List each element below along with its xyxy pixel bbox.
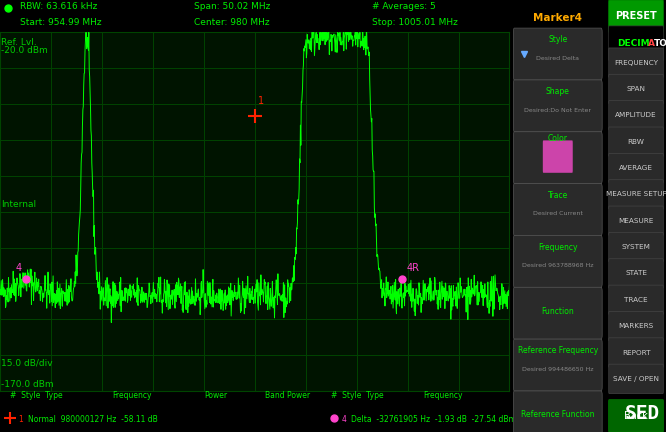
Text: 1: 1 [258,96,264,106]
Text: Normal  980000127 Hz  -58.11 dB: Normal 980000127 Hz -58.11 dB [28,415,158,424]
Text: TOR: TOR [654,39,666,48]
Text: #  Style  Type: # Style Type [331,391,384,400]
Text: Desired 963788968 Hz: Desired 963788968 Hz [522,263,593,268]
FancyBboxPatch shape [609,74,663,104]
Text: AVERAGE: AVERAGE [619,165,653,171]
Text: Delta  -32761905 Hz  -1.93 dB  -27.54 dBm: Delta -32761905 Hz -1.93 dB -27.54 dBm [350,415,515,424]
FancyBboxPatch shape [609,364,663,394]
Text: Desired:Do Not Enter: Desired:Do Not Enter [524,108,591,113]
Text: Band Power: Band Power [265,391,310,400]
Text: Back: Back [624,411,648,421]
Text: A: A [648,39,655,48]
Text: SAVE / OPEN: SAVE / OPEN [613,376,659,382]
Text: Style: Style [548,35,567,44]
FancyBboxPatch shape [609,285,663,314]
Text: 1: 1 [18,415,23,424]
Text: PRESET: PRESET [615,11,657,22]
Text: #  Style  Type: # Style Type [10,391,63,400]
FancyBboxPatch shape [609,101,663,130]
FancyBboxPatch shape [609,180,663,209]
Text: Internal: Internal [1,200,36,210]
FancyBboxPatch shape [513,80,602,132]
FancyBboxPatch shape [609,311,663,341]
FancyBboxPatch shape [609,48,663,77]
Text: Desired 994486650 Hz: Desired 994486650 Hz [522,367,593,372]
Text: SYSTEM: SYSTEM [621,244,651,250]
FancyBboxPatch shape [609,232,663,262]
Text: Start: 954.99 MHz: Start: 954.99 MHz [21,18,102,27]
FancyBboxPatch shape [513,339,602,391]
FancyBboxPatch shape [513,132,602,184]
Text: Shape: Shape [546,87,569,96]
Text: 4: 4 [15,264,21,273]
Text: Function: Function [541,307,574,315]
FancyBboxPatch shape [543,140,573,173]
Text: Span: 50.02 MHz: Span: 50.02 MHz [194,2,270,11]
Text: STATE: STATE [625,270,647,276]
Text: Desired Delta: Desired Delta [536,56,579,61]
Text: SED: SED [625,404,660,423]
FancyBboxPatch shape [609,0,663,32]
FancyBboxPatch shape [609,153,663,183]
Text: REPORT: REPORT [622,349,650,356]
Text: MARKERS: MARKERS [619,323,653,329]
Text: RBW: 63.616 kHz: RBW: 63.616 kHz [21,2,98,11]
Text: TRACE: TRACE [624,297,648,303]
Text: Frequency: Frequency [538,243,577,251]
Text: Power: Power [204,391,227,400]
Text: # Averages: 5: # Averages: 5 [372,2,436,11]
FancyBboxPatch shape [609,206,663,235]
FancyBboxPatch shape [609,400,663,432]
FancyBboxPatch shape [513,184,602,235]
Text: -170.0 dBm: -170.0 dBm [1,380,53,389]
Text: Stop: 1005.01 MHz: Stop: 1005.01 MHz [372,18,458,27]
Text: Desired Current: Desired Current [533,211,583,216]
Text: Center: 980 MHz: Center: 980 MHz [194,18,269,27]
Text: RBW: RBW [627,139,645,145]
Text: FREQUENCY: FREQUENCY [614,60,658,66]
Text: SPAN: SPAN [627,86,645,92]
FancyBboxPatch shape [609,127,663,156]
Text: 4R: 4R [406,264,420,273]
Text: MEASURE SETUP: MEASURE SETUP [605,191,666,197]
Text: Marker4: Marker4 [533,13,582,23]
Text: 15.0 dB/div: 15.0 dB/div [1,358,53,367]
FancyBboxPatch shape [609,338,663,367]
Text: -20.0 dBm: -20.0 dBm [1,46,47,55]
Text: Reference Frequency: Reference Frequency [517,346,598,355]
FancyBboxPatch shape [609,26,663,60]
FancyBboxPatch shape [513,28,602,80]
Text: 4: 4 [342,415,346,424]
Text: Frequency: Frequency [423,391,462,400]
Text: Trace: Trace [547,191,568,200]
Text: Frequency: Frequency [112,391,152,400]
Text: AMPLITUDE: AMPLITUDE [615,112,657,118]
FancyBboxPatch shape [513,391,602,432]
FancyBboxPatch shape [609,259,663,288]
FancyBboxPatch shape [513,287,602,339]
Text: Color: Color [547,134,568,143]
Text: Reference Function: Reference Function [521,410,595,419]
Text: DECIM: DECIM [617,39,649,48]
Text: MEASURE: MEASURE [618,218,654,224]
Text: Ref. Lvl.: Ref. Lvl. [1,38,37,48]
FancyBboxPatch shape [513,235,602,287]
